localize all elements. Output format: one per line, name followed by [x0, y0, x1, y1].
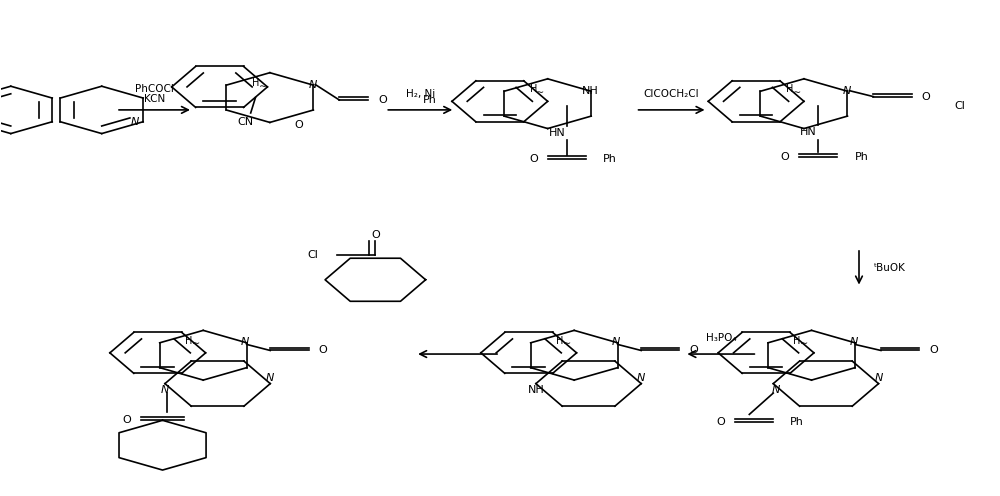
Text: HN: HN — [549, 128, 566, 138]
Text: O: O — [922, 92, 930, 102]
Text: O: O — [378, 95, 387, 105]
Text: N: N — [637, 372, 645, 383]
Text: N: N — [843, 86, 851, 96]
Text: O: O — [689, 346, 698, 356]
Text: N: N — [131, 117, 139, 127]
Text: H: H — [530, 84, 537, 94]
Text: O: O — [529, 154, 538, 164]
Text: H: H — [252, 78, 259, 88]
Text: Cl: Cl — [954, 101, 965, 111]
Text: ∼: ∼ — [793, 87, 801, 97]
Text: O: O — [319, 346, 327, 356]
Text: H₃PO₄: H₃PO₄ — [706, 333, 736, 343]
Text: O: O — [716, 417, 725, 427]
Text: Cl: Cl — [308, 250, 319, 260]
Text: N: N — [161, 384, 169, 394]
Text: ∼: ∼ — [536, 87, 545, 97]
Text: N: N — [309, 79, 317, 90]
Text: ClCOCH₂Cl: ClCOCH₂Cl — [644, 89, 699, 99]
Text: H: H — [786, 84, 793, 94]
Text: Ph: Ph — [790, 417, 804, 427]
Text: O: O — [294, 120, 303, 130]
Text: N: N — [874, 372, 883, 383]
Text: CN: CN — [238, 118, 254, 127]
Text: H: H — [185, 336, 193, 346]
Text: NH: NH — [582, 86, 599, 96]
Text: N: N — [612, 337, 621, 347]
Text: N: N — [241, 337, 250, 347]
Text: N: N — [771, 384, 780, 394]
Text: N: N — [266, 372, 274, 383]
Text: H: H — [556, 336, 564, 346]
Text: ᵗBuOK: ᵗBuOK — [874, 263, 906, 273]
Text: ∼: ∼ — [563, 338, 571, 348]
Text: N: N — [849, 337, 858, 347]
Text: ∼: ∼ — [192, 338, 200, 348]
Text: ∼: ∼ — [800, 338, 808, 348]
Text: O: O — [780, 152, 789, 162]
Text: H: H — [793, 336, 801, 346]
Text: Ph: Ph — [423, 95, 437, 105]
Text: HN: HN — [800, 127, 817, 137]
Text: ∼: ∼ — [259, 81, 267, 91]
Text: O: O — [371, 230, 380, 240]
Text: Ph: Ph — [854, 152, 868, 162]
Text: KCN: KCN — [144, 94, 165, 105]
Text: PhCOCl: PhCOCl — [135, 84, 174, 94]
Text: Ph: Ph — [603, 154, 617, 164]
Text: NH: NH — [528, 384, 544, 394]
Text: O: O — [929, 346, 938, 356]
Text: O: O — [122, 415, 131, 426]
Text: H₂, Ni: H₂, Ni — [406, 89, 435, 99]
